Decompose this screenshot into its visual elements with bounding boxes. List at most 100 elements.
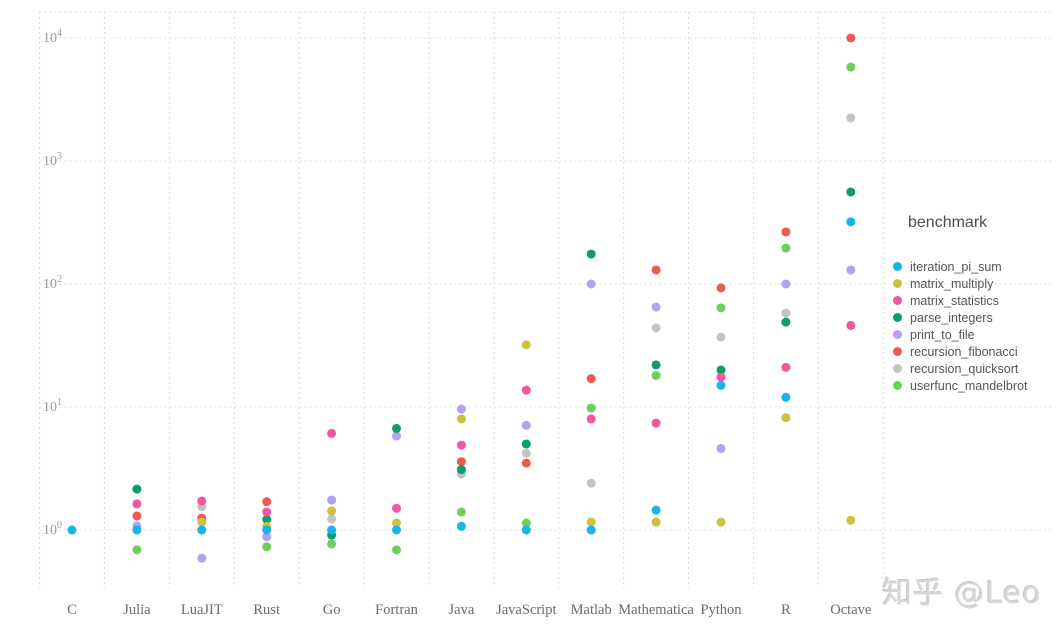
data-point — [846, 33, 856, 43]
legend-title: benchmark — [908, 214, 988, 231]
data-point — [262, 514, 272, 524]
data-point — [327, 525, 337, 535]
x-tick-label: R — [781, 602, 791, 618]
data-point — [327, 514, 337, 524]
legend-item: matrix_multiply — [890, 275, 1063, 292]
data-point — [651, 371, 661, 381]
legend-item: userfunc_mandelbrot — [890, 377, 1063, 394]
legend: benchmark iteration_pi_sum matrix_multip… — [890, 214, 1063, 394]
data-point — [262, 542, 272, 552]
data-point — [197, 496, 207, 506]
data-point — [651, 360, 661, 370]
legend-item: iteration_pi_sum — [890, 258, 1063, 275]
data-point — [392, 518, 401, 528]
data-point — [586, 517, 596, 527]
data-point — [716, 365, 726, 375]
x-tick-label: Matlab — [571, 602, 612, 618]
legend-swatch-icon — [893, 262, 902, 271]
data-point — [521, 420, 531, 430]
data-point — [651, 418, 661, 428]
y-axis-tick-labels: 100 101 102 103 104 — [43, 28, 62, 538]
data-point — [586, 249, 596, 259]
x-tick-label: Python — [700, 602, 742, 618]
legend-swatch-icon — [893, 364, 902, 373]
data-point — [651, 505, 661, 515]
x-tick-label: Java — [449, 602, 475, 618]
data-point — [521, 518, 531, 528]
x-tick-label: Julia — [123, 602, 151, 618]
data-point — [651, 323, 661, 333]
data-point — [521, 340, 531, 350]
data-point — [651, 517, 661, 527]
legend-item-label: recursion_quicksort — [910, 361, 1019, 376]
data-point — [716, 380, 726, 390]
data-point — [456, 521, 466, 531]
legend-item-label: userfunc_mandelbrot — [910, 378, 1028, 393]
legend-item-label: parse_integers — [910, 310, 993, 325]
data-point — [262, 497, 272, 507]
x-tick-label: Go — [323, 602, 341, 618]
data-point — [521, 458, 531, 468]
legend-item-label: recursion_fibonacci — [910, 344, 1018, 359]
data-point — [781, 413, 791, 423]
legend-item: recursion_quicksort — [890, 360, 1063, 377]
data-point — [586, 279, 596, 289]
watermark: 知乎 @Leo — [882, 576, 1042, 611]
data-point — [132, 499, 142, 509]
legend-items: iteration_pi_sum matrix_multiply matrix_… — [890, 241, 1063, 394]
y-tick-label: 100 — [43, 520, 62, 538]
data-point — [846, 265, 856, 275]
data-point — [781, 317, 791, 327]
legend-item — [890, 241, 1063, 258]
legend-item: print_to_file — [890, 326, 1063, 343]
data-point — [456, 414, 466, 424]
horizontal-gridlines — [39, 11, 1052, 531]
legend-swatch-icon — [893, 347, 902, 356]
legend-item-label: print_to_file — [910, 327, 975, 342]
data-point — [456, 465, 466, 475]
data-point — [781, 392, 791, 402]
legend-swatch-icon — [893, 296, 902, 305]
data-point — [456, 404, 466, 414]
data-point — [846, 320, 856, 330]
data-point — [327, 539, 337, 549]
data-point — [262, 525, 272, 535]
data-point — [197, 525, 207, 535]
x-tick-label: Mathematica — [618, 602, 694, 618]
x-tick-label: JavaScript — [496, 602, 556, 618]
data-point — [132, 545, 142, 555]
data-point — [132, 484, 142, 494]
data-point — [586, 525, 596, 535]
data-point — [327, 506, 337, 516]
legend-item: recursion_fibonacci — [890, 343, 1063, 360]
legend-item: parse_integers — [890, 309, 1063, 326]
legend-item-label: matrix_multiply — [910, 276, 994, 291]
y-tick-label: 101 — [43, 397, 62, 415]
data-points — [67, 33, 856, 563]
vertical-gridlines — [39, 12, 884, 588]
data-point — [521, 448, 531, 458]
data-point — [716, 303, 726, 313]
y-tick-label: 103 — [43, 151, 62, 169]
data-point — [262, 507, 272, 517]
data-point — [392, 525, 401, 535]
legend-item: matrix_statistics — [890, 292, 1063, 309]
data-point — [327, 495, 337, 505]
data-point — [132, 511, 142, 521]
data-point — [846, 217, 856, 227]
data-point — [197, 553, 207, 563]
data-point — [456, 457, 466, 467]
data-point — [846, 515, 856, 525]
legend-swatch-icon — [893, 245, 902, 254]
x-tick-label: Octave — [830, 602, 871, 618]
data-point — [716, 372, 726, 382]
data-point — [781, 362, 791, 372]
legend-item-label: iteration_pi_sum — [910, 259, 1002, 274]
data-point — [846, 62, 856, 72]
data-point — [781, 308, 791, 318]
data-point — [197, 517, 207, 527]
x-tick-label: Fortran — [375, 602, 418, 618]
data-point — [586, 403, 596, 413]
legend-swatch-icon — [893, 313, 902, 322]
